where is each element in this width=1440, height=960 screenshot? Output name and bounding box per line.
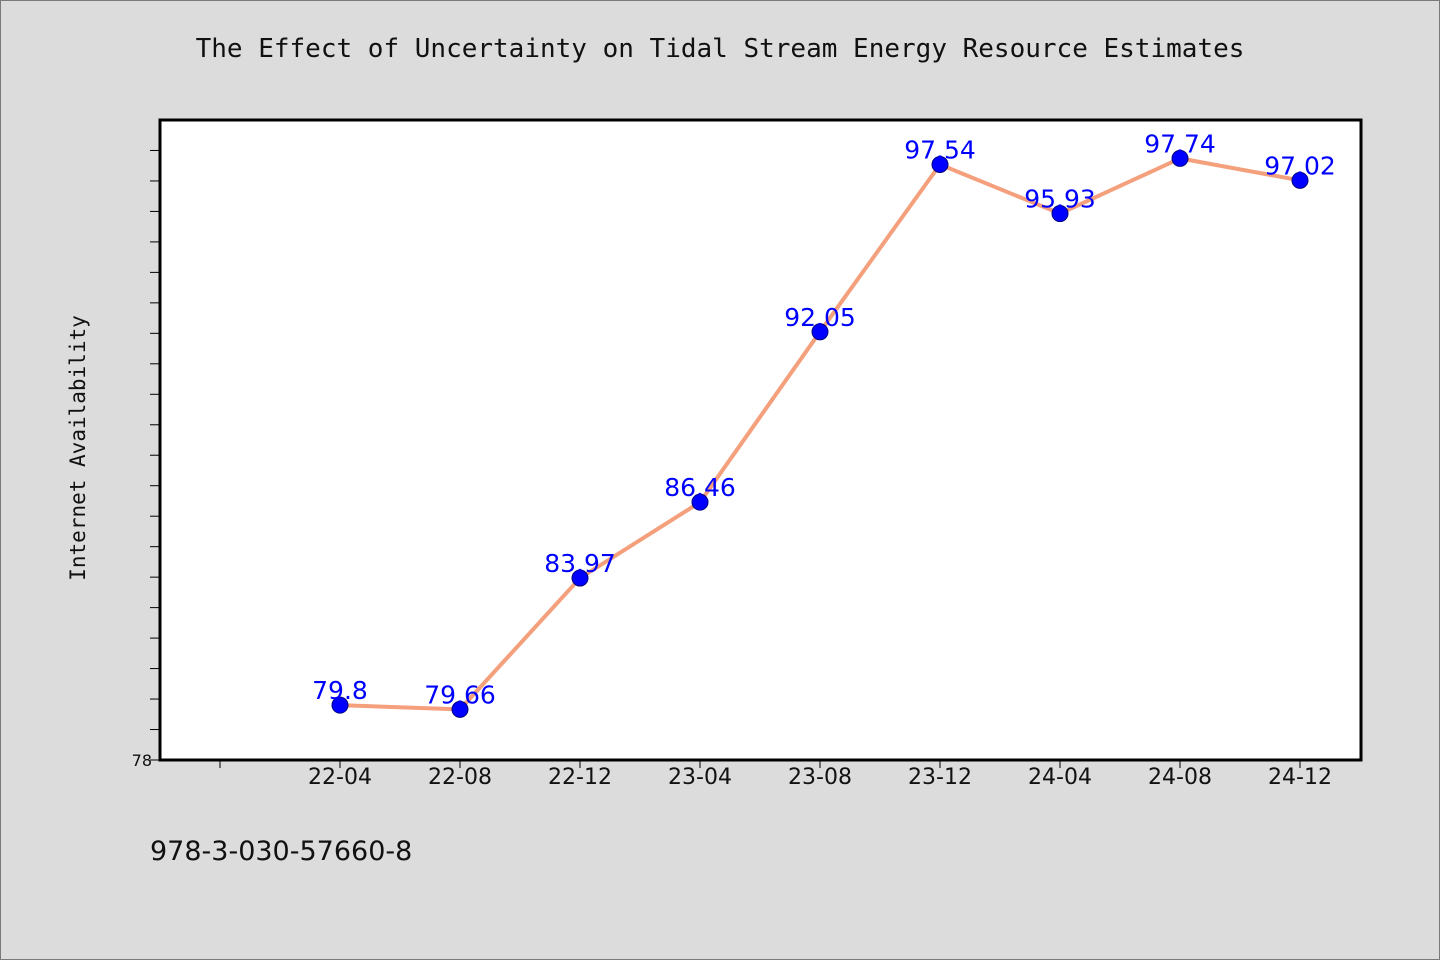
data-label: 97.74 — [1144, 129, 1216, 158]
data-point — [331, 696, 349, 714]
x-tick-label: 24-08 — [1148, 765, 1212, 790]
data-label: 86.46 — [664, 473, 736, 502]
y-axis-ticks: 78 — [132, 149, 160, 770]
isbn-text: 978-3-030-57660-8 — [150, 836, 413, 867]
x-tick-label: 24-04 — [1028, 765, 1092, 790]
data-point — [931, 155, 949, 173]
x-tick-label: 22-04 — [308, 765, 372, 790]
data-label: 97.54 — [904, 135, 976, 164]
data-label: 92.05 — [784, 303, 856, 332]
x-tick-label: 23-08 — [788, 765, 852, 790]
data-label: 97.02 — [1264, 151, 1336, 180]
data-point — [691, 493, 709, 511]
data-point — [1051, 205, 1069, 223]
data-label: 83.97 — [544, 549, 616, 578]
x-axis-ticks: 22-04 22-08 22-12 23-04 23-08 23-12 24-04 24-08… — [219, 760, 1332, 790]
data-point — [1291, 171, 1309, 189]
data-label: 79.66 — [424, 680, 496, 709]
data-label: 79.8 — [312, 676, 368, 705]
x-tick-label: 22-12 — [548, 765, 612, 790]
x-tick-label: 24-12 — [1268, 765, 1332, 790]
x-tick-label: 23-12 — [908, 765, 972, 790]
plot-area — [158, 118, 1363, 762]
chart-title: The Effect of Uncertainty on Tidal Strea… — [195, 34, 1245, 64]
data-point — [451, 700, 469, 718]
data-point — [571, 569, 589, 587]
data-point — [811, 323, 829, 341]
x-tick-label: 22-08 — [428, 765, 492, 790]
data-point — [1171, 149, 1189, 167]
y-tick-label: 78 — [132, 751, 152, 770]
series-layer: 79.8 79.66 83.97 86.46 92.05 97.54 95.93 97.74 9… — [312, 129, 1336, 718]
data-label: 95.93 — [1024, 185, 1096, 214]
x-tick-label: 23-04 — [668, 765, 732, 790]
